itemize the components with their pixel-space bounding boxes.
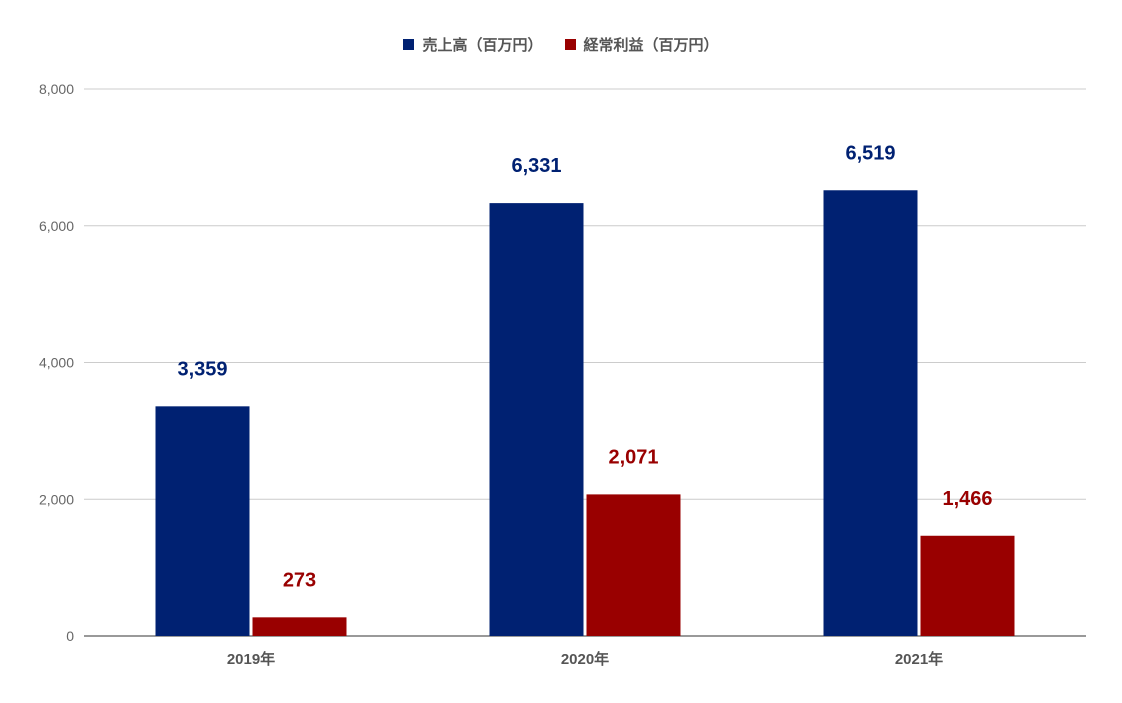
legend-label-ordinary-profit: 経常利益（百万円） <box>583 37 719 54</box>
bar-ordinary-profit <box>252 617 347 636</box>
data-label-ordinary-profit: 273 <box>283 569 316 591</box>
data-label-sales: 6,519 <box>845 142 895 164</box>
legend-label-sales: 売上高（百万円） <box>422 37 543 54</box>
bar-ordinary-profit <box>586 494 681 636</box>
data-label-sales: 6,331 <box>511 155 561 177</box>
bar-sales <box>823 190 918 637</box>
legend-item-ordinary-profit: 経常利益（百万円） <box>564 34 719 55</box>
legend: 売上高（百万円） 経常利益（百万円） <box>0 34 1122 55</box>
x-tick-label: 2020年 <box>561 650 609 668</box>
bar-sales <box>155 406 250 636</box>
y-tick-label: 2,000 <box>39 491 74 507</box>
x-tick-label: 2021年 <box>895 650 943 668</box>
y-tick-label: 0 <box>66 628 74 644</box>
bar-sales <box>489 203 584 637</box>
data-label-ordinary-profit: 2,071 <box>608 446 658 468</box>
bar-ordinary-profit <box>920 535 1015 636</box>
data-label-sales: 3,359 <box>177 358 227 380</box>
x-tick-label: 2019年 <box>227 650 275 668</box>
legend-swatch-sales <box>403 39 415 50</box>
y-tick-label: 6,000 <box>39 218 74 234</box>
data-label-ordinary-profit: 1,466 <box>942 488 992 510</box>
legend-item-sales: 売上高（百万円） <box>403 34 543 55</box>
legend-swatch-ordinary-profit <box>564 39 576 50</box>
y-tick-label: 4,000 <box>39 355 74 371</box>
y-tick-label: 8,000 <box>39 81 74 97</box>
